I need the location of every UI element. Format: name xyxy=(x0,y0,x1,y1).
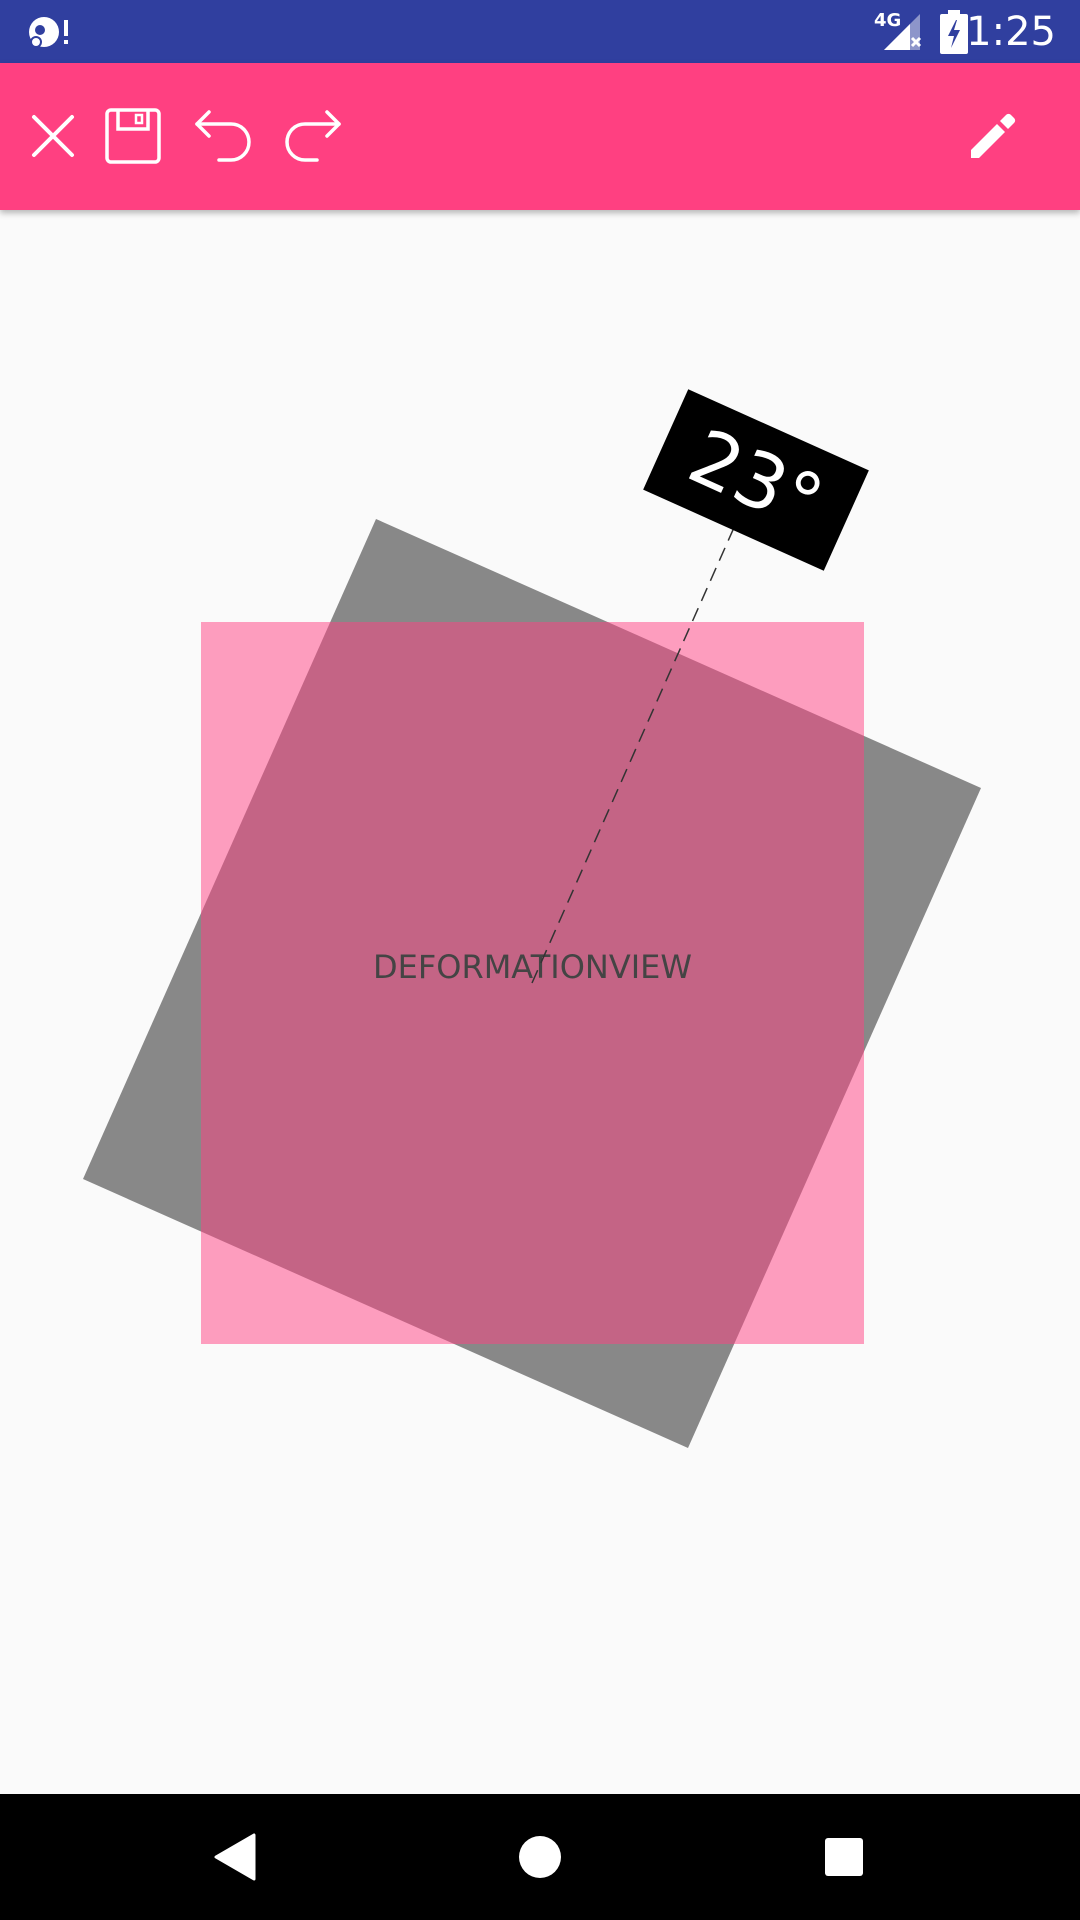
redo-button[interactable] xyxy=(268,91,358,181)
back-button[interactable] xyxy=(191,1812,281,1902)
home-button[interactable] xyxy=(495,1812,585,1902)
redo-icon xyxy=(285,110,341,162)
recents-icon xyxy=(825,1838,863,1876)
close-icon xyxy=(32,115,74,157)
toolbar xyxy=(0,63,1080,210)
recents-button[interactable] xyxy=(799,1812,889,1902)
edit-button[interactable] xyxy=(948,91,1038,181)
deformation-view[interactable]: DEFORMATIONVIEW xyxy=(201,622,864,1344)
edit-icon xyxy=(971,113,1016,158)
navigation-bar xyxy=(0,1794,1080,1920)
network-type-label: 4G xyxy=(874,10,902,31)
disc-notification-icon xyxy=(29,17,68,48)
undo-button[interactable] xyxy=(178,91,268,181)
signal-icon xyxy=(884,14,922,50)
back-icon xyxy=(214,1833,256,1881)
save-button[interactable] xyxy=(88,91,178,181)
save-icon xyxy=(105,108,161,164)
status-time: 1:25 xyxy=(966,9,1056,55)
home-icon xyxy=(519,1836,561,1878)
status-bar: 4G 1:25 xyxy=(0,0,1080,63)
undo-icon xyxy=(195,110,251,162)
drawing-canvas[interactable]: DEFORMATIONVIEW 23° xyxy=(0,210,1080,1794)
deformation-view-label: DEFORMATIONVIEW xyxy=(373,948,692,986)
battery-charging-icon xyxy=(940,10,968,54)
close-button[interactable] xyxy=(8,91,98,181)
